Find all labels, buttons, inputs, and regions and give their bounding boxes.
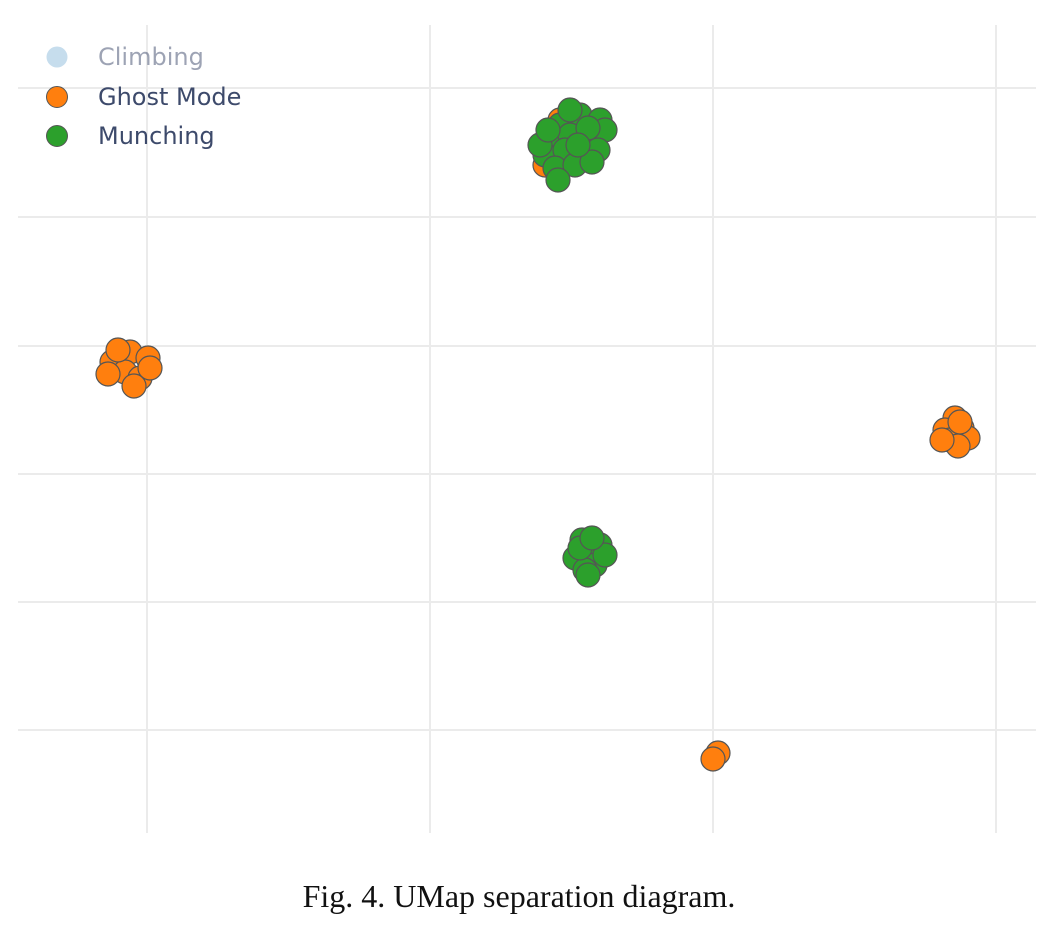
legend-marker (46, 86, 68, 108)
umap-scatter-chart: Climbing Ghost Mode Munching (18, 25, 1036, 833)
legend-marker (46, 46, 68, 68)
data-point (137, 355, 163, 381)
legend[interactable]: Climbing Ghost Mode Munching (46, 43, 242, 150)
legend-label: Ghost Mode (98, 83, 241, 111)
data-point (592, 542, 618, 568)
data-point (947, 409, 973, 435)
data-point (95, 361, 121, 387)
legend-item-climbing[interactable]: Climbing (46, 43, 204, 71)
data-point (579, 149, 605, 175)
series-ghost-mode (95, 107, 981, 772)
data-point (700, 746, 726, 772)
data-point (535, 117, 561, 143)
legend-label: Munching (98, 122, 215, 150)
legend-label: Climbing (98, 43, 204, 71)
figure-caption: Fig. 4. UMap separation diagram. (302, 878, 736, 914)
legend-marker (46, 125, 68, 147)
data-point (575, 562, 601, 588)
data-point (121, 373, 147, 399)
grid-lines (18, 25, 1036, 833)
data-point (545, 167, 571, 193)
data-point (565, 132, 591, 158)
data-point (579, 525, 605, 551)
data-point (929, 427, 955, 453)
data-point (105, 337, 131, 363)
data-points (95, 97, 981, 772)
legend-item-ghost-mode[interactable]: Ghost Mode (46, 83, 242, 111)
legend-item-munching[interactable]: Munching (46, 122, 215, 150)
series-munching (527, 97, 618, 588)
data-point (557, 97, 583, 123)
